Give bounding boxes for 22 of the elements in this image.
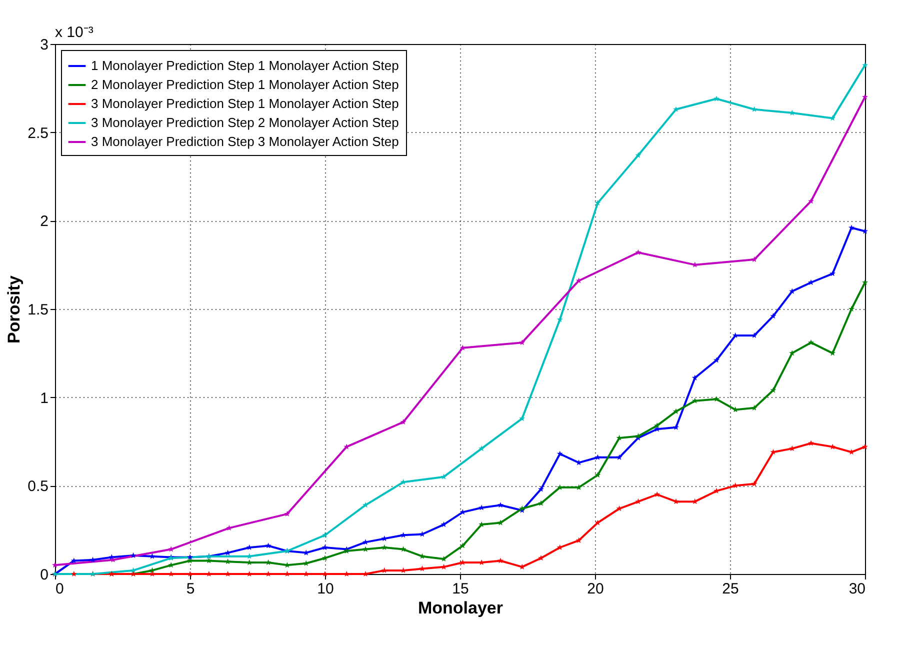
x-axis-title: Monolayer (418, 598, 504, 618)
legend-label: 3 Monolayer Prediction Step 3 Monolayer Action Step (91, 134, 399, 149)
x-tick-label: 0 (56, 580, 64, 598)
x-tick-label: 25 (722, 580, 739, 598)
legend-label: 2 Monolayer Prediction Step 1 Monolayer Action Step (91, 77, 399, 92)
y-tick-label: 0.5 (28, 478, 48, 496)
y-tick-label: 1.5 (28, 302, 48, 318)
legend-label: 3 Monolayer Prediction Step 2 Monolayer Action Step (91, 115, 399, 130)
y-tick-label: 3 (40, 36, 48, 54)
x-tick-label: 15 (452, 580, 469, 598)
y-tick-label: 1 (40, 390, 48, 407)
text: x 10⁻³ (55, 24, 94, 41)
y-tick-label: 2.5 (28, 124, 48, 142)
y-tick-label: 0 (40, 566, 48, 584)
legend-label: 1 Monolayer Prediction Step 1 Monolayer Action Step (91, 58, 399, 73)
x-tick-label: 30 (848, 580, 866, 598)
x-tick-label: 20 (587, 580, 604, 598)
y-tick-label: 2 (40, 213, 48, 230)
legend-label: 3 Monolayer Prediction Step 1 Monolayer Action Step (91, 96, 399, 111)
x-tick-label: 10 (317, 580, 334, 598)
y-axis-title: Porosity (4, 274, 24, 344)
x-tick-label: 5 (186, 580, 195, 598)
